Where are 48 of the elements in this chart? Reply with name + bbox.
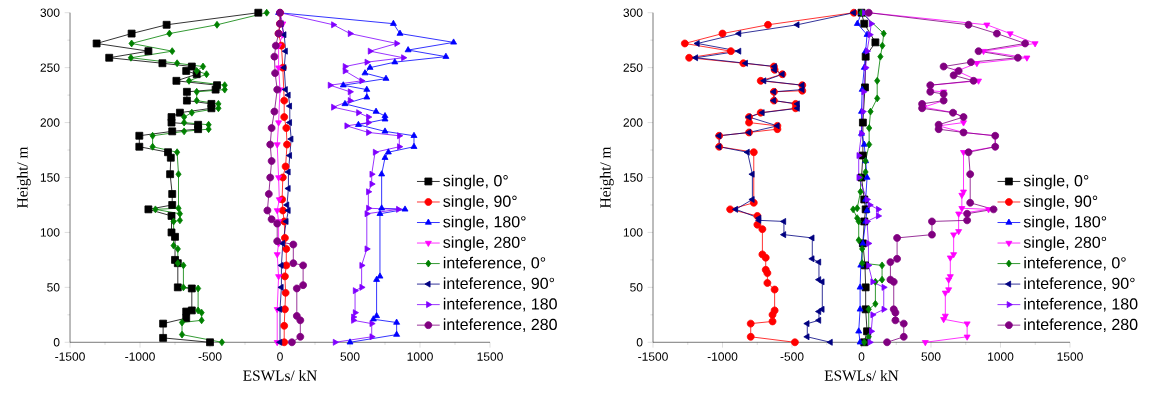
y-axis-title: Height/ m	[599, 146, 614, 208]
y-tick-label: 100	[623, 228, 643, 237]
x-axis-title: ESWLs/ kN	[243, 369, 317, 381]
x-tick-label: 500	[340, 352, 360, 361]
y-tick-label: 150	[40, 173, 60, 182]
x-tick-label: 500	[921, 352, 941, 361]
x-tick-label: -1000	[707, 352, 738, 361]
legend-label: inteference, 280	[443, 318, 557, 332]
x-tick-label: -500	[780, 352, 804, 361]
y-tick-label: 100	[40, 228, 60, 237]
legend-label: single, 280°	[443, 236, 526, 252]
x-axis-title: ESWLs/ kN	[824, 369, 899, 381]
legend-label: inteference, 280	[1024, 318, 1138, 332]
x-tick-label: -500	[198, 352, 222, 361]
legend-label: inteference, 180	[443, 297, 557, 312]
legend-label: single, 0°	[443, 174, 508, 190]
legend-label: inteference, 90°	[1024, 277, 1135, 291]
x-tick-label: -1500	[638, 352, 668, 361]
y-tick-label: 200	[40, 118, 60, 127]
y-tick-label: 250	[623, 63, 643, 72]
legend-label: single, 180°	[443, 215, 526, 231]
y-tick-label: 50	[630, 283, 643, 292]
x-tick-label: -1500	[55, 352, 85, 361]
legend-label: inteference, 180	[1024, 297, 1138, 312]
x-tick-label: 1500	[477, 352, 503, 361]
legend-label: single, 90°	[1023, 195, 1098, 211]
legend-label: inteference, 90°	[443, 277, 555, 291]
legend-label: single, 180°	[1023, 215, 1107, 231]
y-tick-label: 300	[623, 8, 643, 17]
x-tick-label: 1000	[988, 352, 1014, 361]
y-tick-label: 150	[623, 173, 643, 182]
legend-label: inteference, 0°	[1024, 256, 1126, 271]
x-tick-label: 0	[858, 352, 865, 361]
x-tick-label: -1000	[125, 352, 155, 361]
legend-label: single, 90°	[443, 195, 517, 211]
y-tick-label: 300	[40, 8, 60, 17]
legend-label: single, 280°	[1023, 236, 1107, 252]
x-tick-label: 0	[277, 352, 283, 361]
y-tick-label: 200	[623, 118, 643, 127]
x-tick-label: 1500	[1057, 352, 1083, 361]
y-tick-label: 250	[40, 63, 60, 72]
y-tick-label: 50	[47, 283, 60, 292]
legend-label: single, 0°	[1023, 174, 1089, 190]
y-axis-title: Height/ m	[16, 146, 31, 208]
y-tick-label: 0	[53, 338, 60, 347]
y-tick-label: 0	[636, 338, 643, 347]
x-tick-label: 1000	[407, 352, 433, 361]
legend-label: inteference, 0°	[443, 256, 546, 271]
